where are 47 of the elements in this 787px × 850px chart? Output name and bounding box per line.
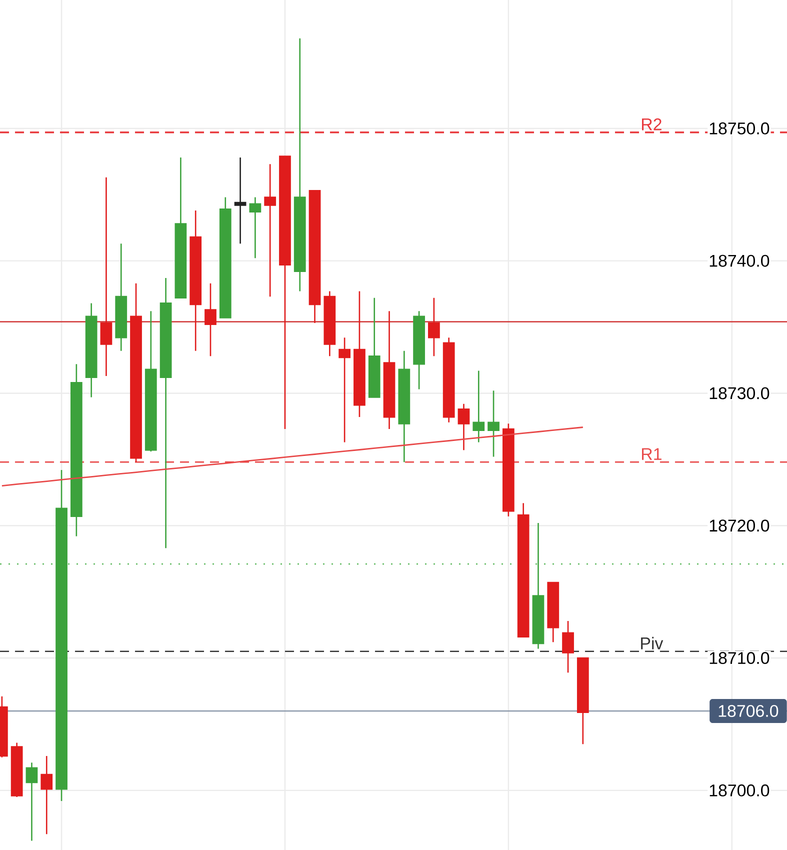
candlestick xyxy=(547,582,560,643)
candlestick xyxy=(354,290,366,418)
candlestick xyxy=(219,196,232,318)
candlestick xyxy=(368,297,380,398)
candlestick xyxy=(130,282,142,463)
candlestick xyxy=(532,522,544,650)
candlestick xyxy=(115,242,128,352)
ref-line-label: Piv xyxy=(641,636,664,650)
y-tick-label: 18700.0 xyxy=(710,784,770,796)
candlestick xyxy=(576,657,589,745)
candlestick xyxy=(56,469,68,802)
candlestick xyxy=(472,370,485,443)
ref-line-label: R1 xyxy=(642,448,662,460)
candlestick xyxy=(204,282,216,357)
candlestick xyxy=(144,310,157,452)
y-tick-label: 18730.0 xyxy=(710,387,770,400)
candlestick xyxy=(70,363,82,537)
candlestick xyxy=(174,156,187,299)
candlestick xyxy=(294,38,306,292)
candlestick xyxy=(442,336,455,423)
candlestick xyxy=(383,310,396,430)
candlestick xyxy=(488,390,500,458)
candlestick xyxy=(413,310,425,390)
candlestick xyxy=(324,290,336,357)
candlestick xyxy=(160,277,172,549)
candlestick xyxy=(502,423,514,517)
candlestick xyxy=(308,190,321,324)
candlestick xyxy=(428,297,440,357)
candlestick xyxy=(190,210,202,352)
candlestick xyxy=(398,350,410,463)
candlestick xyxy=(458,403,470,451)
y-tick-label: 18720.0 xyxy=(710,520,770,532)
candlestick xyxy=(26,762,38,842)
ref-line-label: 18706.0 xyxy=(718,704,778,717)
candlestick xyxy=(517,502,530,638)
y-tick-label: 18710.0 xyxy=(710,652,770,664)
y-tick-label: 18750.0 xyxy=(710,122,770,134)
ref-line-label: R2 xyxy=(642,118,662,130)
candlestick xyxy=(562,620,574,674)
candlestick xyxy=(100,176,112,377)
candlestick xyxy=(249,196,262,259)
candlestick xyxy=(40,755,53,835)
candlestick xyxy=(234,156,246,244)
candlestick xyxy=(85,302,98,398)
candlestick xyxy=(279,156,291,430)
candlestick xyxy=(10,742,23,798)
y-tick-label: 18740.0 xyxy=(710,254,770,267)
